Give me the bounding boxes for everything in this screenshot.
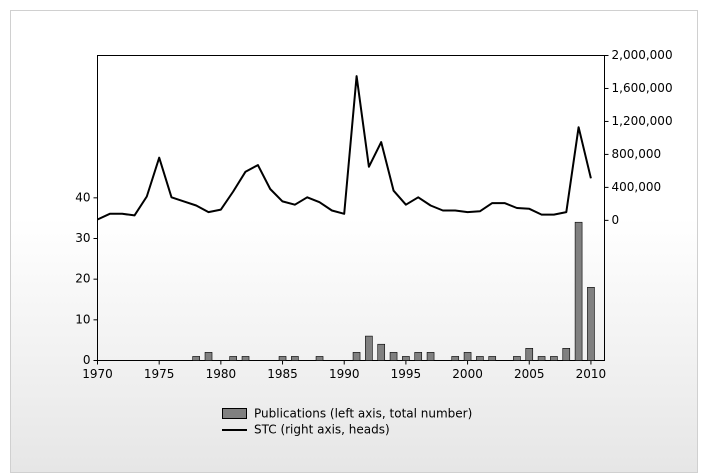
y2-tick-label: 800,000 <box>612 147 662 161</box>
legend-swatch <box>222 408 247 419</box>
legend-label: Publications (left axis, total number) <box>254 407 472 421</box>
x-tick-label: 1980 <box>206 367 237 381</box>
bar <box>451 356 460 361</box>
bar <box>204 352 213 361</box>
bar <box>278 356 287 361</box>
x-tick-label: 2000 <box>452 367 483 381</box>
bar <box>537 356 546 361</box>
bar <box>377 343 386 361</box>
bar <box>229 356 237 361</box>
bar <box>365 335 373 361</box>
y2-tick-label: 2,000,000 <box>612 48 673 62</box>
bar <box>562 347 571 361</box>
x-tick-label: 1985 <box>267 367 298 381</box>
bar <box>402 356 410 361</box>
y2-tick-label: 0 <box>612 213 620 227</box>
legend: Publications (left axis, total number) S… <box>222 407 472 437</box>
bar <box>574 221 583 361</box>
x-tick-label: 1995 <box>391 367 422 381</box>
bar <box>315 356 324 361</box>
legend-label: STC (right axis, heads) <box>254 423 390 437</box>
bar <box>476 356 484 361</box>
bar <box>192 356 200 361</box>
bar <box>463 352 472 361</box>
y-tick-label: 40 <box>75 190 90 204</box>
y-tick-label: 10 <box>75 312 90 326</box>
y-tick-label: 20 <box>75 272 90 286</box>
y2-tick-label: 400,000 <box>612 180 662 194</box>
bar <box>241 356 250 361</box>
y-tick-label: 0 <box>83 353 91 367</box>
bar <box>587 286 595 361</box>
bar <box>389 352 398 361</box>
bar <box>525 347 534 361</box>
y2-tick-label: 1,600,000 <box>612 81 673 95</box>
x-tick-label: 2010 <box>576 367 607 381</box>
bar <box>550 356 558 361</box>
x-tick-label: 1975 <box>144 367 175 381</box>
x-tick-label: 1970 <box>82 367 113 381</box>
y2-tick-label: 1,200,000 <box>612 114 673 128</box>
line <box>97 75 592 221</box>
x-tick-label: 1990 <box>329 367 360 381</box>
bar <box>513 356 521 361</box>
plot-frame <box>97 55 605 361</box>
bar <box>352 352 361 361</box>
bar <box>426 352 435 361</box>
bar <box>488 356 497 361</box>
bar <box>414 352 423 361</box>
bar <box>291 356 299 361</box>
x-tick-label: 2005 <box>514 367 545 381</box>
panel <box>10 10 698 473</box>
y-tick-label: 30 <box>75 231 90 245</box>
